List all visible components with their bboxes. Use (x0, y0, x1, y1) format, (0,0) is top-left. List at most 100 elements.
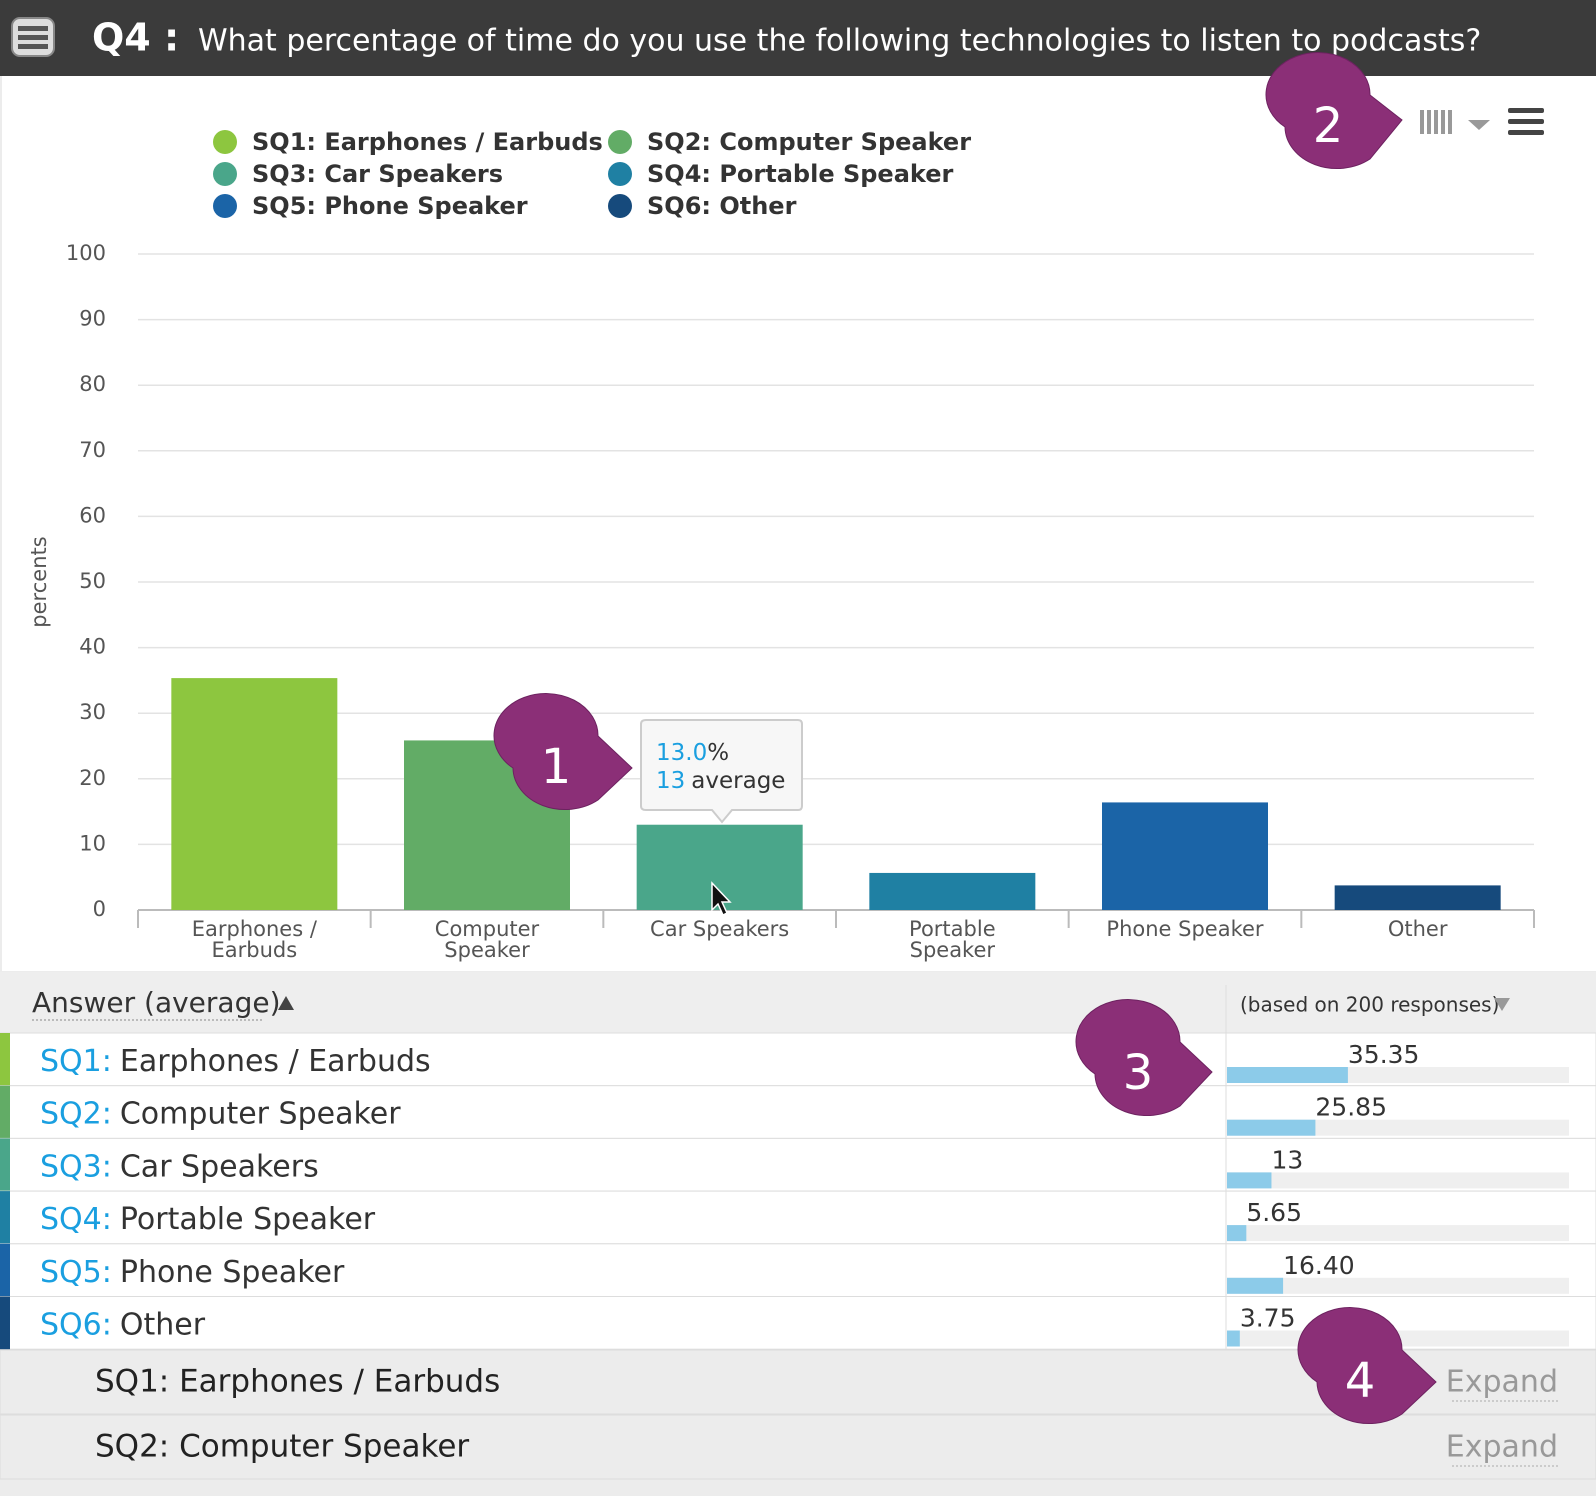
callout-bubble (1265, 52, 1403, 170)
tooltip-value: 13.0% (656, 740, 729, 766)
legend-label: SQ5: Phone Speaker (252, 192, 528, 220)
expand-link[interactable]: Expand (1446, 1365, 1558, 1400)
bar-track (1227, 1225, 1569, 1242)
x-tick-label: Earphones / Earbuds (191, 917, 317, 962)
legend-label: SQ2: Computer Speaker (647, 128, 971, 156)
legend-label: SQ6: Other (647, 192, 797, 220)
y-axis-label: percents (27, 536, 51, 627)
row-color-strip (0, 1085, 10, 1139)
row-label: SQ1: Earphones / Earbuds (40, 1044, 431, 1079)
cursor (711, 881, 732, 917)
row-label: SQ4: Portable Speaker (40, 1202, 376, 1237)
row-color-strip (0, 1033, 10, 1086)
bar-track (1227, 1277, 1569, 1294)
x-tick-label: Phone Speaker (1106, 917, 1264, 941)
x-tick-label: Portable Speaker (909, 917, 996, 962)
y-tick-label: 80 (79, 372, 106, 396)
hamburger-icon[interactable] (1508, 108, 1544, 135)
y-tick-label: 50 (79, 569, 106, 593)
table-value: 35.35 (1348, 1040, 1420, 1069)
table-bar (1227, 1172, 1272, 1189)
y-tick-label: 40 (79, 635, 106, 659)
bar (171, 678, 338, 910)
callout-number: 1 (541, 739, 572, 795)
legend-label: SQ4: Portable Speaker (647, 160, 953, 188)
tooltip-box (640, 719, 803, 824)
text-part: 13 (656, 768, 685, 794)
row-label: SQ3: Car Speakers (40, 1149, 319, 1184)
table-row (0, 1085, 1596, 1139)
text-part: Phone Speaker (120, 1254, 345, 1289)
callout-bubble (1297, 1307, 1437, 1425)
y-tick-label: 10 (79, 831, 106, 855)
row-label: SQ5: Phone Speaker (40, 1254, 345, 1289)
legend-dot (608, 162, 632, 186)
basis-arrow[interactable] (1494, 998, 1510, 1011)
menu-icon[interactable] (11, 17, 55, 57)
table-header (0, 972, 1596, 1033)
row-color-strip (0, 1191, 10, 1244)
y-tick-label: 90 (79, 307, 106, 331)
table-bar (1227, 1225, 1247, 1242)
text-part: Portable Speaker (120, 1202, 376, 1237)
row-color-strip (0, 1138, 10, 1192)
question-label: Q4 : (92, 16, 179, 60)
table-value: 25.85 (1315, 1093, 1387, 1122)
legend-dot (213, 194, 237, 218)
basis-text: (based on 200 responses) (1240, 993, 1499, 1017)
row-color-strip (0, 1296, 10, 1350)
text-part: Car Speakers (120, 1149, 319, 1184)
legend-dot (213, 130, 237, 154)
y-tick-label: 100 (66, 241, 106, 265)
text-part: SQ1: (40, 1044, 112, 1079)
table-bar (1227, 1119, 1316, 1136)
chart-type-icon[interactable] (1420, 110, 1490, 134)
bar (1102, 802, 1268, 910)
callout-number: 3 (1123, 1045, 1154, 1101)
bar (1334, 885, 1501, 910)
text-part: average (691, 768, 785, 794)
table-bar (1227, 1067, 1348, 1083)
callout-bubble (493, 693, 633, 811)
x-tick-label: Car Speakers (650, 917, 790, 941)
callout-number: 4 (1345, 1353, 1376, 1409)
y-tick-label: 20 (79, 766, 106, 790)
table-bar (1227, 1330, 1240, 1347)
legend-dot (608, 130, 632, 154)
callout-number: 2 (1313, 98, 1344, 154)
text-part: SQ2: (40, 1096, 112, 1131)
expand-row (0, 1414, 1596, 1480)
bar-track (1227, 1172, 1569, 1189)
text-part: Other (120, 1307, 206, 1342)
y-tick-label: 30 (79, 700, 106, 724)
legend-dot (608, 194, 632, 218)
text-part: % (707, 740, 729, 766)
table-value: 3.75 (1240, 1304, 1296, 1333)
table-value: 5.65 (1246, 1198, 1302, 1227)
tooltip-average: 13 average (656, 768, 785, 794)
table-value: 13 (1271, 1145, 1303, 1174)
x-tick-label: Computer Speaker (434, 917, 540, 962)
legend-label: SQ1: Earphones / Earbuds (252, 128, 603, 156)
text-part: SQ6: (40, 1307, 112, 1342)
text-part: SQ3: (40, 1149, 112, 1184)
text-part: SQ5: (40, 1254, 112, 1289)
text-part: Computer Speaker (120, 1096, 401, 1131)
expand-label: SQ1: Earphones / Earbuds (95, 1364, 500, 1400)
table-header-text[interactable]: Answer (average) (32, 986, 281, 1019)
expand-link[interactable]: Expand (1446, 1430, 1558, 1465)
y-tick-label: 0 (93, 897, 106, 921)
row-color-strip (0, 1243, 10, 1297)
sort-arrow[interactable] (278, 996, 294, 1010)
legend-label: SQ3: Car Speakers (252, 160, 503, 188)
row-label: SQ2: Computer Speaker (40, 1096, 401, 1131)
bar (869, 872, 1036, 910)
table-bar (1227, 1277, 1284, 1294)
legend-dot (213, 162, 237, 186)
text-part: 13.0 (656, 740, 707, 766)
expand-label: SQ2: Computer Speaker (95, 1429, 469, 1465)
y-tick-label: 70 (79, 438, 106, 462)
row-label: SQ6: Other (40, 1307, 206, 1342)
y-tick-label: 60 (79, 503, 106, 527)
